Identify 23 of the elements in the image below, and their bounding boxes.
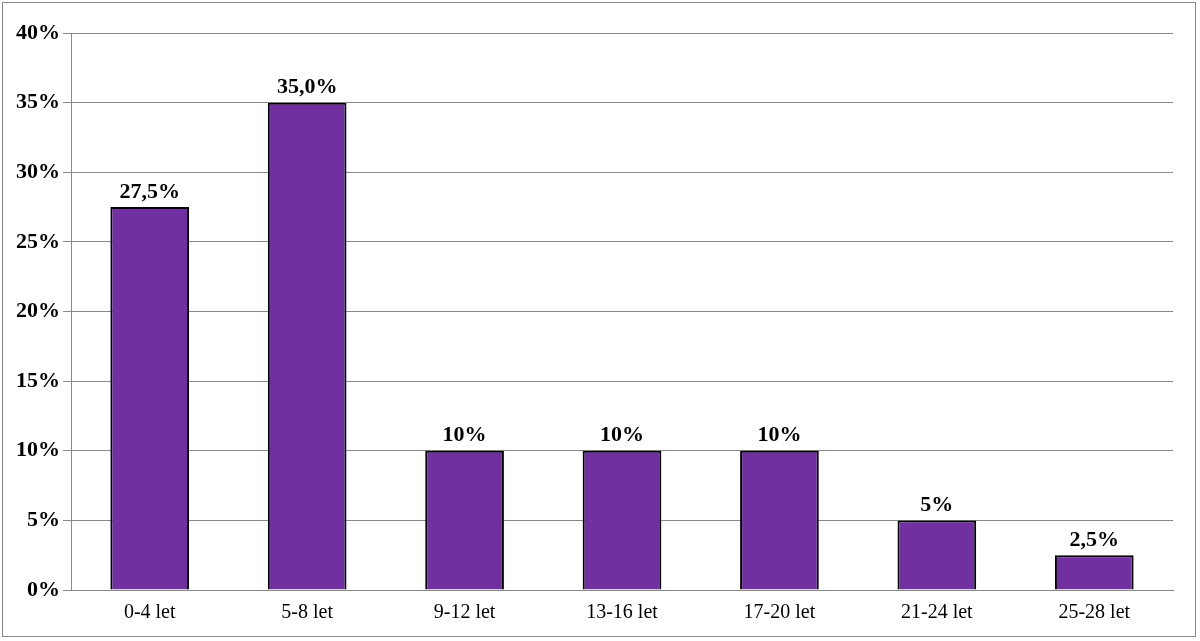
data-label: 35,0% [276, 73, 338, 99]
x-tick-label: 9-12 let [433, 600, 496, 623]
data-label: 10% [600, 421, 644, 447]
y-tick-label: 40% [16, 18, 60, 44]
y-tick-label: 20% [16, 297, 60, 323]
x-tick-label: 5-8 let [281, 600, 334, 623]
x-tick-label: 17-20 let [743, 600, 816, 623]
data-label: 5% [920, 491, 954, 517]
y-tick-label: 0% [27, 575, 60, 601]
x-tick-label: 13-16 let [586, 600, 659, 623]
data-label: 10% [442, 421, 487, 447]
data-label: 27,5% [119, 177, 180, 203]
y-tick-label: 30% [16, 157, 60, 183]
data-label: 10% [757, 421, 802, 447]
y-tick-label: 5% [27, 506, 60, 532]
y-tick-label: 25% [16, 227, 60, 253]
x-tick-label: 0-4 let [123, 600, 176, 623]
data-label: 2,5% [1069, 525, 1120, 551]
x-tick-label: 21-24 let [901, 600, 974, 623]
y-tick-label: 15% [16, 366, 60, 392]
y-tick-label: 10% [16, 436, 60, 462]
x-tick-label: 25-28 let [1058, 600, 1131, 623]
y-tick-label: 35% [16, 88, 60, 114]
